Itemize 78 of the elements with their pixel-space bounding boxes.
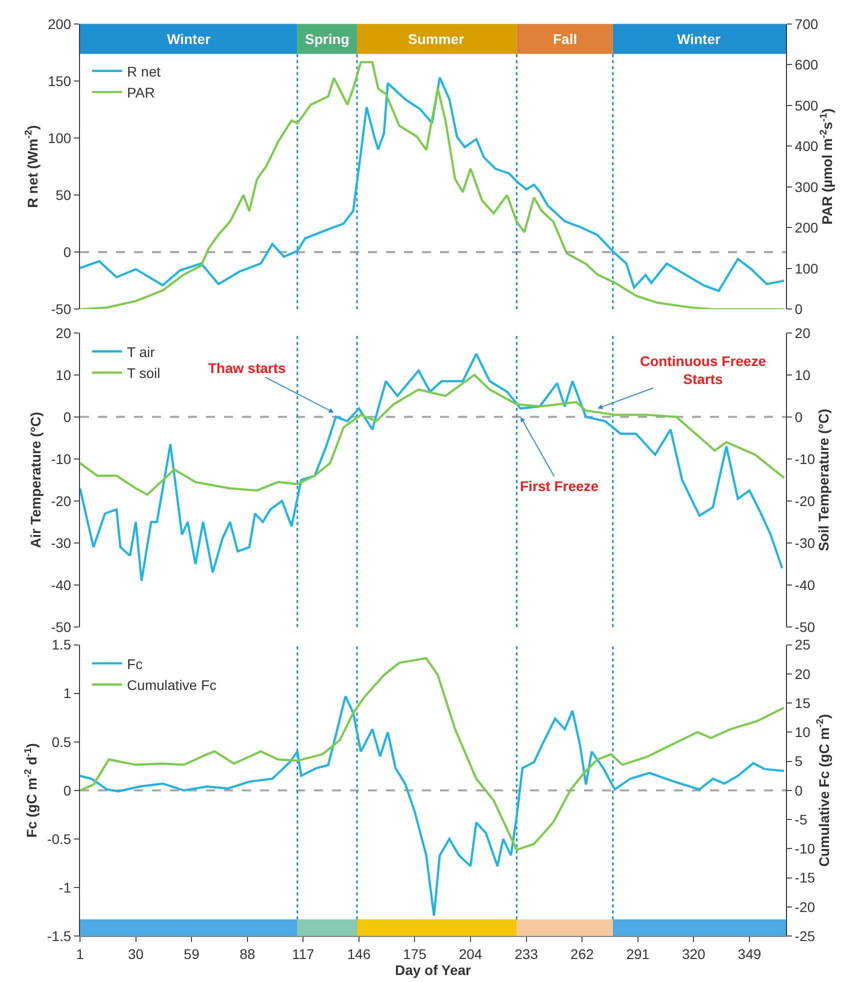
y2-axis-title: Soil Temperature (°C): [816, 408, 832, 552]
x-tick-label: 233: [514, 946, 538, 962]
annotation: First Freeze: [520, 478, 599, 494]
y2-tick-label: 200: [794, 220, 818, 236]
y2-tick-label: 10: [794, 366, 811, 383]
x-tick-label: 349: [738, 946, 762, 962]
x-tick-label: 59: [184, 946, 200, 962]
y-tick-label: -40: [50, 576, 72, 593]
x-tick-label: 1: [76, 946, 84, 962]
y2-tick-label: 0: [794, 782, 803, 798]
y-tick-label: 100: [48, 130, 72, 146]
y2-tick-label: 20: [794, 324, 811, 341]
annotation: Thaw starts: [208, 360, 286, 376]
y-axis-title: Air Temperature (°C): [28, 412, 44, 548]
y2-tick-label: -10: [794, 450, 816, 467]
y2-tick-label: -30: [794, 534, 816, 551]
y-tick-label: 1.5: [52, 636, 72, 653]
legend-label: PAR: [127, 84, 155, 101]
y-tick-label: 0: [63, 408, 72, 425]
y-tick-label: 0: [63, 244, 72, 260]
y-tick-label: -50: [50, 301, 72, 318]
x-tick-label: 175: [403, 946, 427, 962]
y-tick-label: 20: [56, 324, 72, 341]
legend-label: Cumulative Fc: [127, 676, 217, 693]
y-tick-label: 150: [48, 72, 72, 89]
y2-tick-label: 100: [794, 260, 818, 276]
y2-tick-label: -15: [794, 870, 816, 886]
x-axis-title: Day of Year: [394, 962, 472, 978]
y2-tick-label: 0: [794, 408, 803, 425]
y2-tick-label: 400: [794, 138, 818, 154]
x-tick-label: 88: [240, 946, 256, 962]
y2-tick-label: 15: [794, 694, 811, 711]
y2-tick-label: 10: [794, 724, 811, 740]
y-tick-label: 1: [63, 685, 72, 702]
y-tick-label: -1.5: [47, 928, 72, 944]
y2-tick-label: 25: [794, 636, 811, 653]
y2-tick-label: 300: [794, 178, 818, 195]
y-tick-label: 200: [48, 16, 72, 32]
y2-tick-label: 20: [794, 666, 811, 682]
y-tick-label: -1: [58, 879, 72, 896]
band-label: Fall: [553, 31, 578, 47]
y-tick-label: 0: [63, 782, 72, 798]
legend-label: R net: [127, 63, 161, 80]
band-label: Spring: [305, 31, 350, 47]
y2-tick-label: 600: [794, 56, 818, 73]
legend-label: T soil: [127, 365, 160, 382]
y-tick-label: -30: [50, 534, 72, 551]
band-label: Winter: [167, 31, 211, 47]
y2-tick-label: 5: [794, 753, 803, 770]
y-tick-label: 50: [56, 186, 72, 203]
annotation: Continuous Freeze Starts: [640, 353, 766, 388]
legend-label: Fc: [127, 656, 143, 672]
y2-tick-label: -25: [794, 928, 816, 944]
y-tick-label: -20: [50, 492, 72, 509]
y2-tick-label: 700: [794, 16, 818, 32]
band-label: Summer: [408, 31, 465, 47]
y-tick-label: -50: [50, 618, 72, 635]
y2-tick-label: -20: [794, 898, 816, 915]
y2-tick-label: 0: [794, 301, 803, 318]
y-tick-label: -0.5: [47, 830, 72, 847]
y2-tick-label: -40: [794, 576, 816, 593]
y2-tick-label: -20: [794, 492, 816, 509]
x-tick-label: 117: [292, 946, 315, 962]
legend-label: T air: [127, 344, 156, 360]
y2-tick-label: -50: [794, 618, 816, 635]
y-tick-label: 0.5: [52, 734, 72, 750]
y-tick-label: -10: [50, 450, 72, 467]
x-tick-label: 204: [458, 946, 482, 962]
x-tick-label: 320: [682, 946, 706, 962]
x-tick-label: 30: [128, 946, 144, 962]
y-tick-label: 10: [56, 366, 72, 383]
y2-tick-label: -5: [794, 811, 808, 828]
band-label: Winter: [677, 31, 721, 47]
y2-tick-label: -10: [794, 840, 816, 857]
x-tick-label: 146: [347, 946, 371, 962]
y2-tick-label: 500: [794, 97, 818, 114]
x-tick-label: 262: [570, 946, 594, 962]
x-tick-label: 291: [626, 946, 650, 962]
